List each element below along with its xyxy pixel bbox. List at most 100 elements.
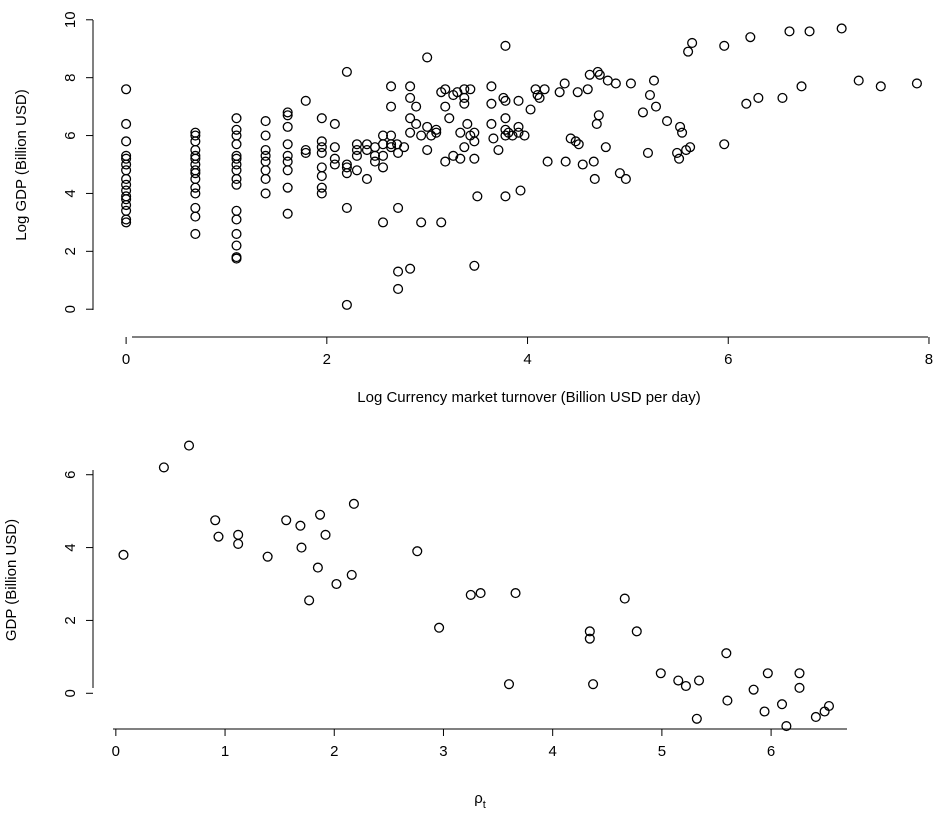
top-data-point [329, 159, 340, 170]
top-data-point [341, 66, 352, 77]
top-data-point [282, 139, 293, 150]
top-data-point [231, 214, 242, 225]
top-data-points [121, 23, 922, 310]
top-data-point [121, 173, 132, 185]
top-data-point [190, 136, 201, 147]
bottom-data-point [588, 679, 599, 690]
bottom-x-ticks: 0 1 2 3 4 5 6 [112, 729, 775, 760]
top-data-point [804, 26, 815, 37]
top-data-point [121, 199, 132, 211]
top-data-point [121, 118, 132, 130]
bottom-x-tick-label: 1 [221, 743, 229, 760]
top-data-point [513, 121, 524, 132]
top-data-point [121, 84, 132, 95]
top-data-point [500, 95, 511, 106]
top-data-point [559, 78, 570, 89]
top-data-point [300, 144, 311, 156]
top-data-point [422, 52, 433, 63]
top-x-axis-title: Log Currency market turnover (Billion US… [357, 389, 700, 406]
bottom-data-point [412, 546, 423, 557]
bottom-data-point [762, 668, 773, 679]
bottom-x-axis-title: ρt [474, 790, 486, 811]
top-data-point [121, 159, 132, 170]
top-data-point [282, 182, 293, 193]
bottom-x-tick-label: 2 [330, 743, 338, 760]
top-data-point [385, 81, 397, 92]
bottom-data-point [794, 682, 805, 693]
top-data-point [431, 127, 442, 138]
top-data-point [500, 124, 511, 135]
bottom-data-point [510, 588, 521, 599]
top-data-point [796, 81, 807, 92]
bottom-data-point [721, 648, 732, 659]
top-data-point [260, 130, 271, 141]
top-data-point [594, 69, 605, 80]
top-data-point [582, 84, 593, 95]
top-data-point [282, 110, 293, 121]
top-data-point [231, 240, 242, 251]
top-data-point [573, 139, 584, 150]
top-data-point [231, 253, 242, 264]
top-data-point [121, 165, 132, 176]
top-data-point [351, 150, 362, 161]
top-data-point [507, 130, 518, 141]
top-data-point [515, 185, 526, 196]
top-data-point [416, 130, 427, 141]
top-data-point [591, 118, 602, 130]
top-data-point [422, 144, 433, 156]
top-data-point [570, 136, 581, 147]
top-data-point [500, 130, 511, 141]
top-data-point [190, 168, 201, 179]
top-data-point [231, 165, 242, 176]
top-data-point [231, 159, 242, 170]
top-data-point [405, 263, 416, 274]
top-y-tick-label: 8 [62, 74, 79, 82]
top-data-point [121, 214, 132, 225]
top-data-point [719, 139, 730, 150]
top-data-point [486, 118, 497, 130]
bottom-x-tick-label: 5 [658, 743, 666, 760]
top-data-point [459, 92, 470, 103]
top-x-tick-label: 8 [925, 351, 933, 368]
top-data-point [260, 156, 271, 167]
top-data-point [513, 127, 524, 138]
top-data-point [260, 116, 271, 127]
top-data-point [231, 130, 242, 141]
top-data-point [610, 78, 621, 89]
bottom-y-tick-label: 6 [62, 471, 79, 479]
top-data-point [519, 130, 530, 141]
top-data-point [642, 147, 654, 158]
bottom-y-tick-label: 4 [62, 543, 79, 551]
top-data-point [282, 121, 293, 132]
top-data-point [436, 217, 447, 228]
top-data-point [231, 173, 242, 185]
top-data-point [231, 153, 242, 164]
top-data-point [282, 208, 293, 219]
top-y-tick-label: 4 [62, 189, 79, 197]
top-data-point [329, 153, 340, 164]
top-data-point [455, 153, 466, 164]
top-data-point [741, 98, 752, 109]
top-data-point [534, 92, 545, 103]
top-data-point [190, 182, 201, 193]
top-data-point [625, 78, 636, 89]
bottom-data-point [503, 679, 515, 690]
bottom-data-point [262, 551, 273, 562]
top-data-point [316, 188, 327, 199]
bottom-data-points [118, 440, 835, 732]
top-data-point [500, 191, 511, 202]
top-data-point [745, 32, 756, 43]
top-data-point [369, 150, 381, 161]
top-data-point [469, 153, 480, 164]
bottom-data-point [233, 529, 244, 540]
bottom-data-point [776, 699, 788, 710]
top-data-point [426, 130, 437, 141]
top-data-point [190, 211, 201, 222]
top-data-point [459, 98, 470, 109]
bottom-data-point [619, 593, 630, 604]
top-data-point [393, 283, 404, 295]
top-data-point [911, 78, 922, 89]
top-data-point [836, 23, 847, 34]
bottom-data-point [348, 498, 359, 509]
